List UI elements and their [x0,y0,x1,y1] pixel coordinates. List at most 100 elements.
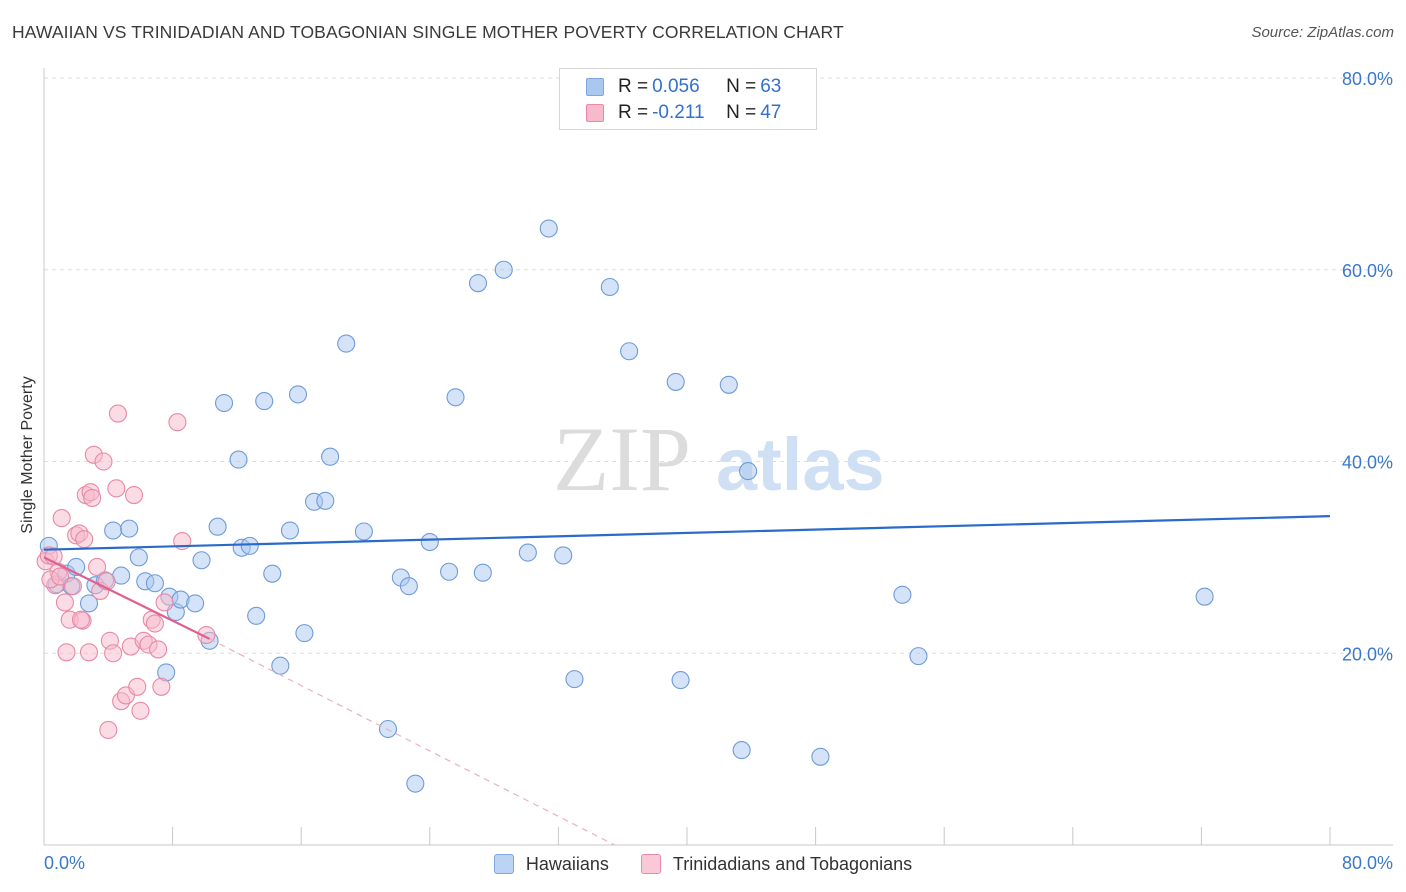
data-point [51,567,70,586]
data-point [473,563,492,582]
watermark-atlas: atlas [716,423,885,506]
y-tick-label: 40.0% [1342,453,1393,473]
data-point [909,647,928,666]
data-point [539,219,558,238]
data-point [79,643,99,662]
data-point [554,546,573,565]
data-point [208,517,227,536]
grid-lines [44,77,1393,654]
data-point [337,334,356,353]
legend-n-label: N = [726,76,757,97]
data-point [468,274,488,293]
tick-labels: 20.0% 40.0% 60.0% 80.0% 0.0% 80.0% [44,69,1393,873]
data-point [247,606,266,625]
correlation-legend: R = 0.056 N = 63 R = -0.211 N = 47 [559,68,817,130]
data-point [518,543,537,562]
data-point [229,450,248,469]
trend-line-trinidadians [43,556,211,640]
series-legend-trinidadians: Trinidadians and Tobagonians [640,853,913,875]
series-swatch-hawaiians [493,854,514,874]
data-point [104,644,123,663]
data-point [263,564,282,583]
data-point [155,593,174,612]
legend-n-value: 63 [760,76,782,97]
data-point [893,585,912,604]
data-point [108,404,127,423]
data-point [99,720,118,740]
data-point [671,671,690,690]
data-point [94,452,113,471]
data-point [406,774,425,793]
series-label-trinidadians: Trinidadians and Tobagonians [672,853,913,874]
data-point [666,372,685,391]
data-point [128,677,147,696]
data-point [71,610,91,629]
data-point [295,624,314,643]
source-label: Source: ZipAtlas.com [1251,24,1394,41]
data-point [271,656,290,675]
data-point [316,491,335,510]
data-point [399,577,418,596]
data-point [104,521,123,540]
data-point [152,677,171,696]
data-point [321,447,340,466]
series-swatch-trinidadians [640,854,661,874]
legend-r-label: R = [618,76,649,97]
data-point [280,521,299,540]
data-points [36,219,1214,793]
legend-swatch-trinidadians [586,104,604,122]
data-point [124,486,144,505]
x-tick-label: 80.0% [1342,853,1393,873]
series-trinidadians [36,404,216,740]
data-point [719,375,738,394]
trend-lines [43,515,1331,846]
data-point [186,594,205,613]
legend-n-value: 47 [760,102,782,123]
data-point [192,551,211,570]
data-point [57,643,76,662]
legend-r-value: -0.211 [652,102,705,123]
series-legend: Hawaiians Trinidadians and Tobagonians [0,850,1406,878]
data-point [600,277,619,297]
data-point [565,670,584,689]
series-label-hawaiians: Hawaiians [525,853,609,874]
data-point [620,342,639,361]
y-tick-label: 80.0% [1342,69,1393,89]
data-point [255,392,274,411]
data-point [145,614,164,633]
data-point [494,260,513,279]
series-legend-hawaiians: Hawaiians [493,853,609,875]
y-tick-label: 20.0% [1342,644,1393,664]
data-point [131,701,150,720]
data-point [149,640,168,659]
series-hawaiians [39,219,1214,793]
data-point [446,388,465,407]
data-point [107,479,126,498]
data-point [87,557,107,577]
legend-swatch-hawaiians [586,78,604,96]
data-point [739,462,758,481]
data-point [378,719,398,739]
watermark-zip: ZIP [553,408,691,510]
chart-title: HAWAIIAN VS TRINIDADIAN AND TOBAGONIAN S… [12,22,844,42]
data-point [440,562,459,581]
watermark: ZIP atlas [553,408,885,510]
data-point [168,413,187,432]
data-point [240,536,259,555]
y-tick-label: 60.0% [1342,261,1393,281]
data-point [79,594,99,613]
data-point [145,574,164,593]
legend-row-hawaiians: R = 0.056 N = 63 [586,74,781,100]
data-point [420,532,439,552]
data-point [288,385,308,404]
data-point [63,577,82,596]
legend-row-trinidadians: R = -0.211 N = 47 [586,100,781,126]
data-point [52,509,71,528]
data-point [75,530,94,549]
legend-r-value: 0.056 [652,76,700,97]
data-point [55,593,74,612]
trend-line-extension [209,638,615,846]
data-point [129,548,148,567]
data-point [1195,587,1214,606]
